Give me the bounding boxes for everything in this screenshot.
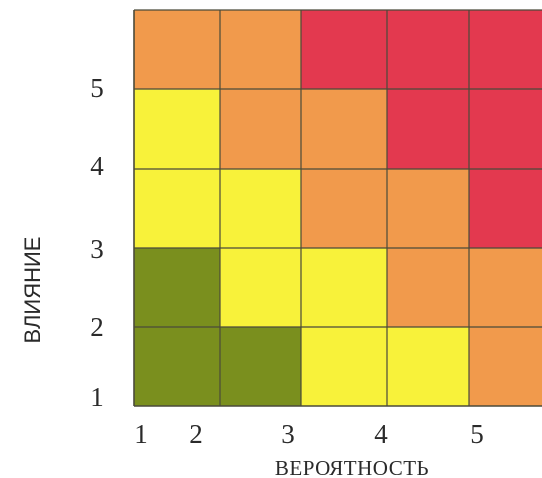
heatmap-cell-orange — [220, 89, 301, 169]
heatmap-cell-yellow — [134, 169, 220, 248]
heatmap-cell-orange — [387, 248, 469, 327]
x-axis-ticks: 1 2 3 4 5 — [134, 419, 484, 449]
x-tick-label: 4 — [374, 419, 388, 449]
heatmap-cell-green — [134, 248, 220, 327]
y-axis-ticks: 1 2 3 4 5 — [90, 73, 104, 412]
x-tick-label: 2 — [189, 419, 203, 449]
heatmap-cell-orange — [301, 89, 387, 169]
heatmap-cell-yellow — [301, 327, 387, 406]
heatmap-cell-yellow — [134, 89, 220, 169]
y-tick-label: 4 — [90, 151, 104, 181]
heatmap-cell-orange — [301, 169, 387, 248]
y-axis-label: ВЛИЯНИЕ — [20, 237, 45, 344]
y-tick-label: 2 — [90, 312, 104, 342]
heatmap-cell-yellow — [220, 248, 301, 327]
heatmap-cell-red — [469, 169, 542, 248]
y-tick-label: 1 — [90, 382, 104, 412]
heatmap-cell-green — [220, 327, 301, 406]
x-tick-label: 1 — [134, 419, 148, 449]
y-tick-label: 3 — [90, 234, 104, 264]
x-axis-label: ВЕРОЯТНОСТЬ — [275, 456, 429, 478]
heatmap-cells — [134, 10, 542, 406]
heatmap-grid-lines — [133, 9, 542, 407]
heatmap-cell-yellow — [387, 327, 469, 406]
heatmap-cell-red — [301, 10, 387, 89]
heatmap-cell-orange — [134, 10, 220, 89]
x-tick-label: 5 — [470, 419, 484, 449]
heatmap-cell-red — [469, 89, 542, 169]
heatmap-cell-orange — [469, 327, 542, 406]
heatmap-cell-red — [387, 10, 469, 89]
heatmap-cell-yellow — [220, 169, 301, 248]
x-tick-label: 3 — [281, 419, 295, 449]
heatmap-cell-yellow — [301, 248, 387, 327]
heatmap-cell-green — [134, 327, 220, 406]
heatmap-cell-orange — [469, 248, 542, 327]
heatmap-cell-orange — [387, 169, 469, 248]
heatmap-cell-orange — [220, 10, 301, 89]
heatmap-cell-red — [469, 10, 542, 89]
y-tick-label: 5 — [90, 73, 104, 103]
heatmap-cell-red — [387, 89, 469, 169]
